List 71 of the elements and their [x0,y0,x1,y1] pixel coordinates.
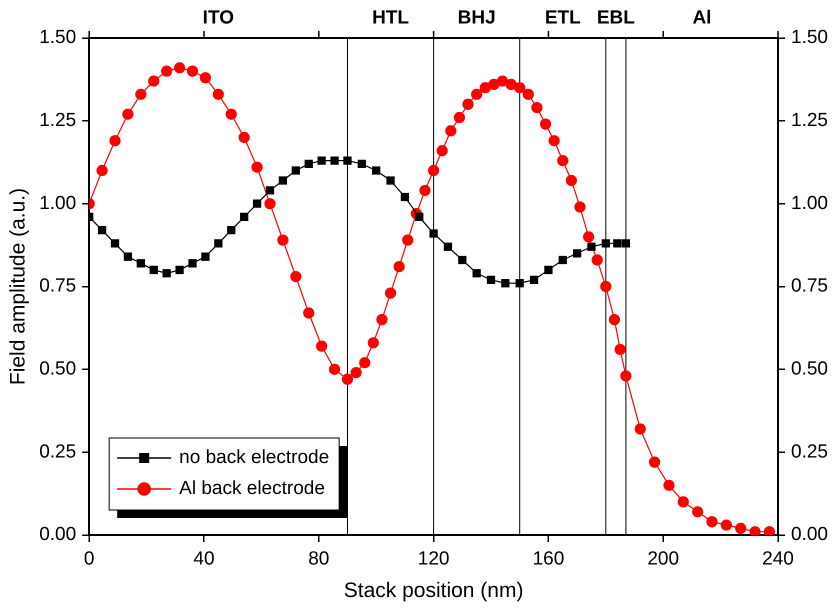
point [501,279,510,288]
y-tick-label: 0.00 [39,524,76,546]
text: BHJ [458,8,496,29]
x-tick-label: 240 [762,548,794,570]
point [558,256,567,264]
point [530,276,538,284]
point [240,212,248,222]
point [214,239,222,248]
point [444,242,452,251]
x-tick-label: 200 [647,548,680,570]
y-tick-label: 0.50 [39,358,76,380]
x-tick-label: 0 [84,548,94,570]
point [400,192,410,202]
point [266,186,274,195]
point [386,176,395,185]
point [318,156,326,165]
point [602,239,610,248]
point [613,239,622,248]
point [175,266,184,274]
y2-tick-label: 1.50 [791,27,828,48]
y-tick-label: 0.75 [39,276,76,297]
point [136,259,145,268]
point [110,239,120,248]
point [544,266,553,274]
point [587,242,596,251]
y-tick-label: 1.25 [39,110,76,132]
point [162,269,171,278]
legend-label: Al back electrode [179,478,325,500]
text: ETL [544,8,582,29]
point [516,279,524,288]
point [98,226,106,234]
text: ITO [202,8,234,29]
x-tick-label: 80 [308,548,330,570]
point [201,252,210,261]
point [278,176,288,185]
point [343,156,352,165]
y-tick-label: 1.00 [39,192,76,214]
point [458,256,466,264]
y-tick-label: 1.50 [39,27,76,48]
point [358,160,366,168]
point [292,166,300,175]
legend-label: no back electrode [179,447,330,468]
point [486,276,496,284]
y2-tick-label: 0.75 [791,276,828,297]
point [252,200,262,208]
point [372,166,380,175]
y-axis-title: Field amplitude (a.u.) [6,188,30,386]
point [188,259,197,268]
y2-tick-label: 1.25 [791,110,828,132]
x-tick-label: 160 [532,548,564,570]
point [227,226,236,234]
text: HTL [372,8,410,29]
point [330,156,339,165]
text: EBL [596,8,636,29]
text: Al [692,8,712,29]
point [429,229,438,238]
y2-tick-label: 0.00 [791,524,828,546]
y2-tick-label: 0.50 [791,358,828,380]
point [124,252,132,261]
x-axis-title: Stack position (nm) [344,579,524,602]
y2-tick-label: 0.25 [791,441,828,462]
point [472,269,481,278]
point [415,212,424,222]
point [572,249,582,258]
x-tick-label: 40 [193,548,215,570]
point [622,239,630,248]
point [150,266,158,274]
y2-tick-label: 1.00 [791,192,828,214]
y-tick-label: 0.25 [39,441,76,462]
x-tick-label: 120 [418,548,450,570]
point [304,160,313,168]
